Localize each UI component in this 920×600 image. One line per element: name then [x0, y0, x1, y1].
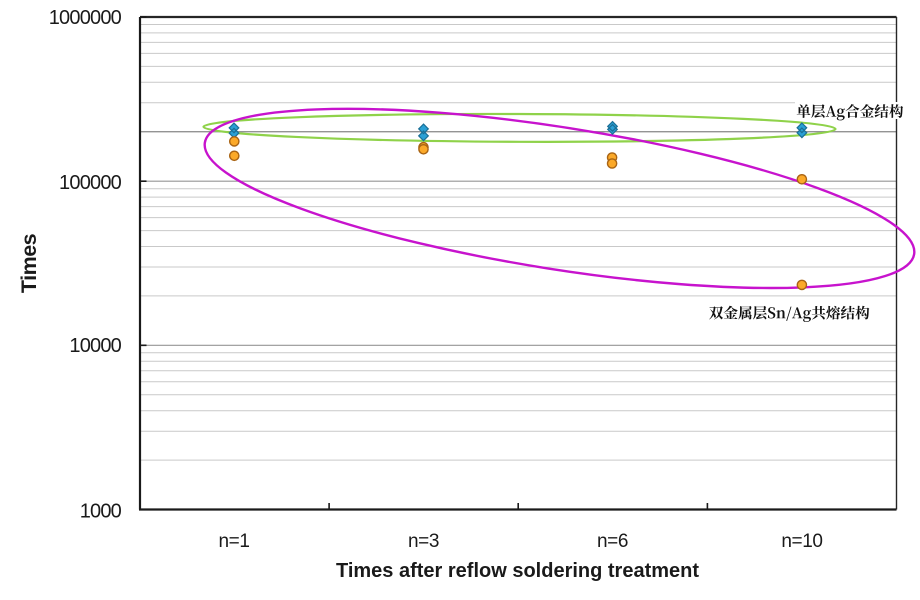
svg-text:1000000: 1000000 [49, 7, 122, 29]
svg-text:n=1: n=1 [218, 531, 249, 552]
svg-text:100000: 100000 [59, 172, 122, 194]
svg-text:Times: Times [17, 233, 41, 293]
svg-text:n=10: n=10 [781, 531, 822, 552]
svg-text:Times after reflow soldering t: Times after reflow soldering treatment [336, 560, 699, 582]
svg-text:1000: 1000 [80, 501, 122, 523]
svg-text:n=3: n=3 [408, 531, 439, 552]
svg-text:10000: 10000 [69, 335, 121, 357]
svg-text:n=6: n=6 [597, 531, 628, 552]
